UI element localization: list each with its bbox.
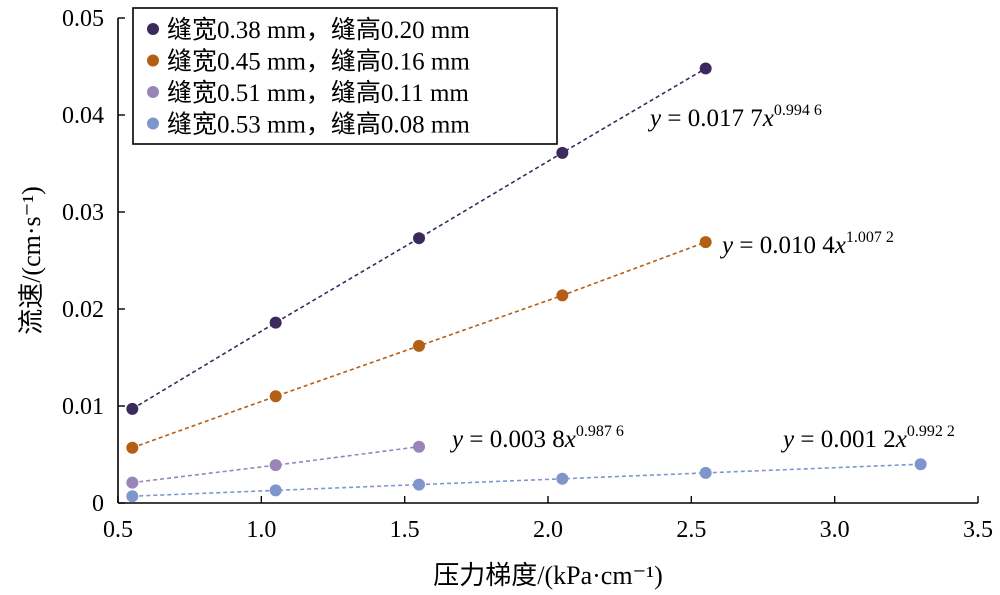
data-point — [269, 316, 282, 329]
x-axis-title: 压力梯度/(kPa·cm⁻¹) — [433, 561, 662, 590]
legend-box — [132, 7, 558, 145]
data-point — [699, 236, 712, 249]
x-axis: 0.5 1.0 1.5 2.0 2.5 3.0 3.5 — [103, 496, 993, 543]
trend-line — [132, 463, 921, 497]
data-point — [914, 458, 927, 471]
equation-3: y = 0.003 8x0.987 6 — [449, 423, 624, 453]
series-1 — [126, 62, 712, 415]
series-4 — [126, 458, 927, 503]
y-tick-label: 0.04 — [62, 103, 104, 129]
legend-marker — [147, 86, 159, 98]
equation-1: y = 0.017 7x0.994 6 — [647, 102, 822, 132]
y-tick-label: 0.03 — [62, 200, 104, 226]
data-point — [413, 478, 425, 491]
series-3 — [126, 440, 425, 489]
equation-4: y = 0.001 2x0.992 2 — [780, 423, 955, 453]
y-tick-label: 0 — [92, 491, 104, 517]
legend: 缝宽0.38 mm，缝高0.20 mm 缝宽0.45 mm，缝高0.16 mm 缝宽… — [132, 7, 558, 145]
x-tick-label: 1.5 — [390, 517, 420, 543]
y-tick-label: 0.05 — [62, 6, 104, 32]
series-layer — [126, 62, 927, 503]
fit-equations: y = 0.017 7x0.994 6 y = 0.010 4x1.007 2 y … — [449, 102, 955, 453]
data-point — [269, 484, 282, 497]
data-point — [126, 476, 139, 489]
data-point — [126, 490, 139, 503]
data-point — [269, 459, 282, 472]
data-point — [413, 339, 425, 352]
data-point — [413, 440, 425, 453]
data-point — [413, 232, 425, 245]
equation-2: y = 0.010 4x1.007 2 — [719, 229, 894, 259]
data-point — [699, 466, 712, 479]
legend-label: 缝宽0.51 mm，缝高0.11 mm — [167, 79, 469, 107]
legend-marker — [147, 117, 159, 130]
y-axis: 0 0.01 0.02 0.03 0.04 0.05 — [62, 6, 125, 517]
data-point — [269, 390, 282, 403]
legend-label: 缝宽0.45 mm，缝高0.16 mm — [167, 48, 470, 76]
legend-label: 缝宽0.38 mm，缝高0.20 mm — [167, 16, 470, 44]
legend-marker — [147, 23, 159, 35]
series-2 — [126, 236, 712, 454]
x-tick-label: 0.5 — [103, 517, 133, 543]
x-tick-label: 1.0 — [246, 517, 276, 543]
x-tick-label: 2.5 — [676, 517, 706, 543]
x-tick-label: 3.5 — [963, 517, 993, 543]
data-point — [126, 402, 139, 415]
data-point — [126, 441, 139, 454]
x-tick-label: 3.0 — [820, 517, 850, 543]
trend-line — [131, 67, 707, 410]
plot-area: 0.5 1.0 1.5 2.0 2.5 3.0 3.5 00.010.020.030.040… — [62, 6, 993, 543]
trend-line — [132, 445, 420, 484]
y-tick-label: 0.02 — [62, 297, 104, 323]
x-tick-label: 2.0 — [533, 517, 563, 543]
data-point — [556, 289, 569, 302]
legend-label: 缝宽0.53 mm，缝高0.08 mm — [167, 111, 470, 139]
y-axis-title: 流速/(cm·s⁻¹) — [17, 186, 46, 335]
data-point — [556, 472, 569, 485]
data-point — [556, 146, 569, 159]
data-point — [699, 62, 712, 75]
y-tick-label: 0.01 — [62, 394, 104, 420]
legend-marker — [147, 54, 159, 67]
